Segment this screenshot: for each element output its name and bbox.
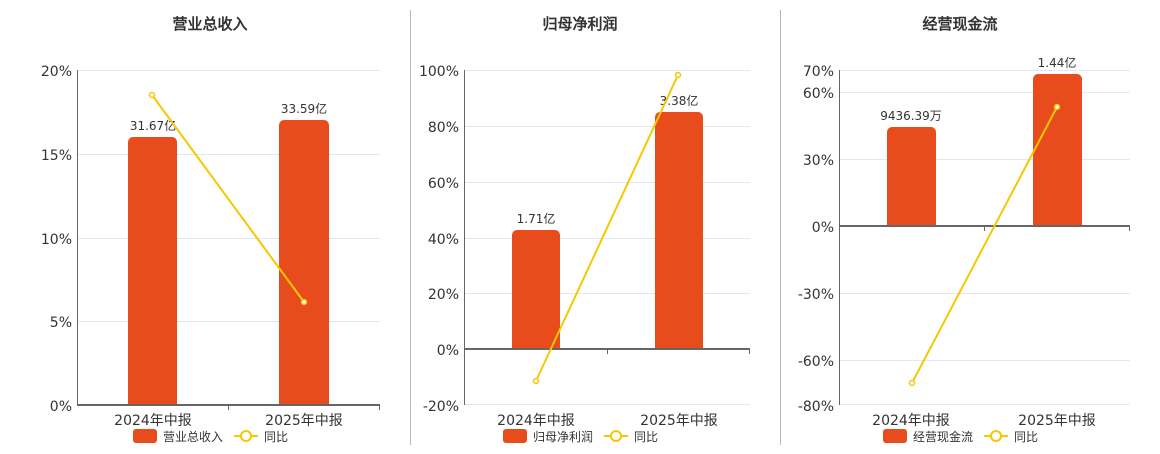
- yoy-line: [151, 94, 305, 303]
- chart-title: 经营现金流: [922, 15, 997, 33]
- svg-text:40%: 40%: [428, 232, 459, 248]
- svg-text:20%: 20%: [428, 287, 459, 303]
- legend-bar-label: 经营现金流: [913, 429, 973, 444]
- bar-label: 31.67亿: [130, 118, 176, 133]
- svg-text:60%: 60%: [428, 176, 459, 192]
- bar-2025[interactable]: [1033, 74, 1082, 226]
- svg-text:-80%: -80%: [798, 399, 834, 415]
- bar-label: 33.59亿: [281, 101, 327, 116]
- legend-line-icon: [990, 430, 1002, 442]
- legend-bar-label: 归母净利润: [533, 430, 593, 444]
- svg-text:-20%: -20%: [423, 399, 459, 415]
- svg-text:-60%: -60%: [798, 354, 834, 370]
- yoy-point[interactable]: [1053, 103, 1061, 111]
- chart-title: 营业总收入: [172, 15, 247, 33]
- bar-2024[interactable]: [128, 137, 177, 405]
- y-axis-labels: 70% 60% 30% 0% -30% -60% -80%: [798, 64, 834, 415]
- bar-2024[interactable]: [512, 230, 560, 349]
- svg-text:100%: 100%: [419, 64, 459, 80]
- bar-label: 1.44亿: [1038, 55, 1077, 70]
- x-axis-labels: 2024年中报 2025年中报: [872, 413, 1096, 429]
- bar-2024[interactable]: [887, 127, 936, 226]
- bar-label: 9436.39万: [880, 109, 942, 123]
- svg-text:2024年中报: 2024年中报: [872, 413, 950, 429]
- yoy-line: [535, 74, 679, 382]
- legend[interactable]: 经营现金流 同比: [883, 429, 1038, 444]
- yoy-point[interactable]: [908, 379, 916, 387]
- bar-label: 3.38亿: [660, 93, 699, 108]
- svg-text:80%: 80%: [428, 120, 459, 136]
- svg-text:2024年中报: 2024年中报: [497, 413, 575, 429]
- yoy-line: [911, 106, 1058, 384]
- legend-bar-label: 营业总收入: [163, 430, 223, 444]
- chart-panel-revenue: 营业总收入 20% 15% 10% 5% 0% 31.67亿 33.59亿: [0, 0, 400, 450]
- x-axis-labels: 2024年中报 2025年中报: [114, 413, 343, 429]
- svg-text:2025年中报: 2025年中报: [265, 413, 343, 429]
- svg-text:15%: 15%: [41, 148, 72, 164]
- yoy-point[interactable]: [532, 377, 540, 385]
- x-axis-labels: 2024年中报 2025年中报: [497, 413, 718, 429]
- bar-2025[interactable]: [279, 120, 329, 405]
- svg-text:20%: 20%: [41, 64, 72, 80]
- svg-text:30%: 30%: [803, 153, 834, 169]
- svg-text:60%: 60%: [803, 86, 834, 102]
- bar-label: 1.71亿: [517, 211, 556, 226]
- legend[interactable]: 归母净利润 同比: [503, 429, 658, 444]
- svg-text:2025年中报: 2025年中报: [640, 413, 718, 429]
- legend-line-icon: [610, 430, 622, 442]
- svg-text:0%: 0%: [812, 220, 834, 236]
- legend-line-label: 同比: [634, 430, 658, 444]
- svg-text:10%: 10%: [41, 232, 72, 248]
- legend-line-icon: [240, 430, 252, 442]
- legend-line-label: 同比: [1014, 430, 1038, 444]
- svg-text:2025年中报: 2025年中报: [1018, 413, 1096, 429]
- bar-2025[interactable]: [655, 112, 703, 349]
- y-axis-labels: 100% 80% 60% 40% 20% 0% -20%: [419, 64, 459, 415]
- chart-operating-cashflow: 经营现金流 70% 60% 30% 0% -30% -60% -80% 9436…: [798, 15, 1130, 444]
- svg-text:0%: 0%: [437, 343, 459, 359]
- svg-text:-30%: -30%: [798, 287, 834, 303]
- legend[interactable]: 营业总收入 同比: [133, 429, 288, 444]
- svg-text:70%: 70%: [803, 64, 834, 80]
- yoy-point[interactable]: [300, 298, 308, 306]
- legend-line-label: 同比: [264, 430, 288, 444]
- panel-divider: [410, 10, 411, 445]
- chart-revenue: 营业总收入 20% 15% 10% 5% 0% 31.67亿 33.59亿: [41, 15, 380, 444]
- yoy-point[interactable]: [148, 91, 156, 99]
- chart-panel-operating-cashflow: 经营现金流 70% 60% 30% 0% -30% -60% -80% 9436…: [780, 0, 1160, 450]
- yoy-point[interactable]: [674, 71, 682, 79]
- svg-text:2024年中报: 2024年中报: [114, 413, 192, 429]
- legend-bar-icon: [883, 429, 907, 443]
- legend-bar-icon: [503, 429, 527, 443]
- chart-panel-net-profit: 归母净利润 100% 80% 60% 40% 20% 0% -20% 1.71亿…: [400, 0, 780, 450]
- chart-net-profit: 归母净利润 100% 80% 60% 40% 20% 0% -20% 1.71亿…: [419, 15, 750, 444]
- svg-text:5%: 5%: [50, 315, 72, 331]
- chart-title: 归母净利润: [542, 15, 617, 33]
- legend-bar-icon: [133, 429, 157, 443]
- panel-divider: [780, 10, 781, 445]
- svg-text:0%: 0%: [50, 399, 72, 415]
- y-axis-labels: 20% 15% 10% 5% 0%: [41, 64, 72, 415]
